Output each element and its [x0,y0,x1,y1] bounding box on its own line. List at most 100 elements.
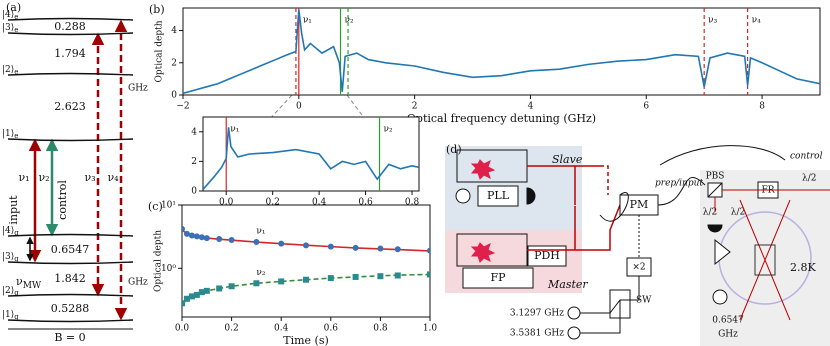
point [182,225,185,232]
level-label: |1⟩g [2,310,19,322]
point [188,232,195,239]
splitting: 0.288 [54,20,86,33]
beam [739,199,791,321]
source [567,326,581,340]
source [455,188,471,204]
symbol: ν [16,275,23,288]
point [327,275,334,282]
level-label: |4⟩g [2,226,19,238]
level-label: |1⟩e [2,129,18,141]
chart: 0.0 0.2 0.4 0.6 0.8 0 2 4 ν₁ ν₂ [191,116,420,208]
transition-label: ν₄ [107,171,119,184]
x-tick-label: 0.8 [373,324,388,334]
x-tick-label: 6 [643,102,649,112]
energy-level [7,138,134,142]
level-label: |3⟩e [2,23,18,35]
point [303,242,309,249]
transition-label: ν₂ [38,171,49,184]
switch [609,289,631,319]
energy-level [7,17,134,21]
point [203,287,210,294]
arrow-label: νMW [16,275,42,291]
fiber [599,145,786,222]
point [427,247,430,254]
point [427,271,430,278]
energy-level [7,233,134,237]
point [253,280,260,287]
state: |4⟩ [2,10,14,20]
subscript: MW [23,281,42,291]
state: |1⟩ [2,310,14,320]
point [188,293,195,300]
y-axis-label: Optical depth [155,20,165,82]
y-tick-label: 2 [191,157,197,167]
source-label: GHz [718,330,738,340]
detector [707,224,723,233]
plot-frame [181,204,431,318]
y-tick-label: 0 [191,187,197,197]
plot-area [183,8,820,95]
pbs-diagonal [707,182,723,198]
laser-label: Slave [552,153,583,166]
energy-level [7,32,134,36]
x-tick-label: 0.2 [224,324,238,334]
source-label: 0.6547 [712,316,744,326]
x-tick-label: 0.6 [324,324,339,334]
point [278,278,285,285]
source-label: 3.1297 GHz [510,309,564,319]
point [193,291,200,298]
series-line [182,273,430,305]
y-axis-label: Optical depth [154,230,164,292]
point [377,245,384,252]
temperature: 2.8K [790,261,816,274]
point [216,236,223,243]
y-tick-label: 10¹ [161,201,176,211]
amplifier [714,238,731,266]
panel-label: (a) [6,1,21,14]
x-tick-label: 0.6 [358,198,373,208]
series-label: ν₂ [256,268,265,278]
point [216,285,223,292]
energy-level [7,293,134,297]
arrow-label: input [7,195,20,225]
reference-label: ν₁ [230,125,239,135]
point [352,244,359,251]
detector [526,187,536,205]
point [183,295,190,302]
state: |3⟩ [2,23,14,33]
x-axis-label: Optical frequency detuning (GHz) [407,112,596,125]
point [198,234,205,241]
y-tick-label: 4 [171,26,177,36]
component-label: PBS [706,172,725,182]
level-label: |2⟩e [2,65,18,77]
point [203,235,210,242]
setup-diagram: (d) Slave PLL Master PDH FP PM prep/inpu… [445,143,830,346]
y-tick-label: 10⁰ [161,264,176,274]
state: |4⟩ [2,226,14,236]
panel-label: (c) [148,200,163,213]
beam [600,165,609,195]
box-label: PM [630,198,649,211]
chart: 0.0 0.2 0.4 0.6 0.8 1.0 10⁰ 10¹ ν₁ ν₂ Time (s) Opti… [148,200,437,346]
unit: GHz [128,84,148,94]
transition-label: ν₁ [18,171,29,184]
x-tick-label: 0.8 [405,198,420,208]
x-tick-label: 0 [296,102,302,112]
plot-frame [182,7,821,96]
x-tick-label: 0.0 [175,324,190,334]
x-tick-label: 0.0 [219,198,234,208]
crystal [754,244,776,276]
box-label: FP [490,271,506,284]
box-label: PDH [534,249,560,262]
point [193,233,200,240]
transition-label: ν₃ [84,171,95,184]
splitting: 2.623 [54,100,86,113]
subscript: e [14,68,18,76]
y-tick-label: 2 [171,58,177,68]
subscript: g [14,229,19,237]
component-label: λ/2 [703,208,717,218]
level-diagram: (a) B = 0 ν₁ ν₂ ν₃ ν₄ input control νMW … [2,1,148,344]
field-label: B = 0 [54,331,85,344]
